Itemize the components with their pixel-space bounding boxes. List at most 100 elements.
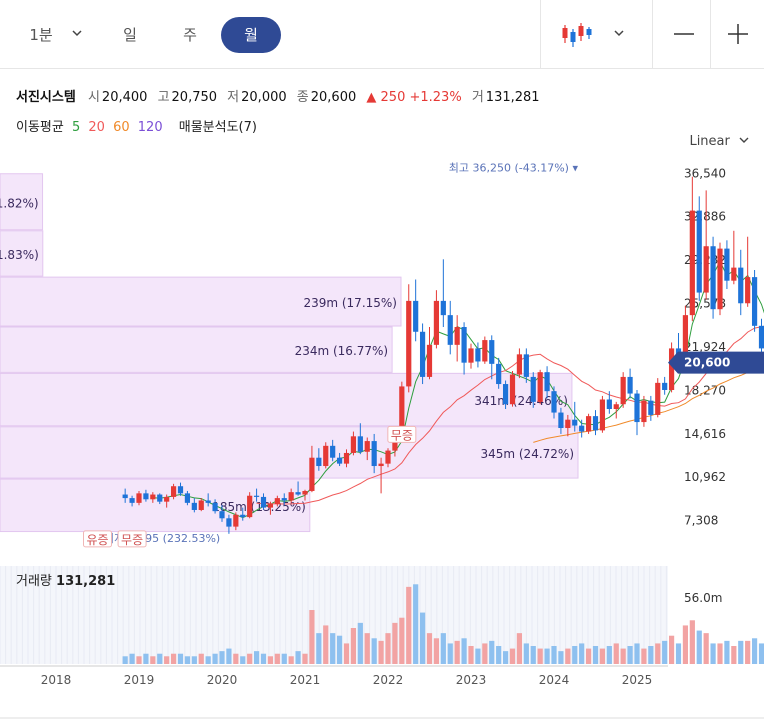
volume-bar (406, 586, 412, 664)
timeframe-week-button[interactable]: 주 (168, 17, 212, 53)
y-tick-label: 10,962 (684, 470, 726, 484)
timeframe-month-button[interactable]: 월 (221, 17, 281, 53)
volume-bar (164, 656, 170, 664)
candle-body (592, 416, 599, 431)
volume-bar (143, 653, 149, 664)
timeframe-week-label: 주 (183, 26, 197, 44)
candle-body (302, 490, 308, 495)
volume-bar (419, 612, 426, 664)
volume-bar (509, 648, 516, 664)
candle-body (309, 457, 315, 491)
timeframe-1min-button[interactable]: 1분 (16, 17, 66, 53)
volume-profile-label: 345m (24.72%) (480, 447, 574, 461)
toolbar-divider (540, 0, 541, 68)
chart-type-chevron-icon[interactable] (612, 24, 626, 44)
candle-body (267, 504, 274, 508)
volume-bar (544, 648, 550, 664)
volume-profile-bar (0, 173, 44, 231)
volume-bar (682, 625, 689, 664)
volume-bar (489, 640, 495, 664)
timeframe-day-button[interactable]: 일 (108, 17, 152, 53)
volume-bar (620, 648, 626, 664)
candle-body (247, 495, 253, 518)
volume-bar (440, 633, 446, 664)
volume-bar (530, 646, 536, 664)
ma-20-label: 20 (88, 120, 105, 135)
volume-bar (717, 643, 723, 664)
volume-bar (738, 640, 744, 664)
volume-bar (662, 640, 668, 664)
low-value: 20,000 (241, 90, 287, 105)
volume-profile-label: 25.3m (1.82%) (0, 196, 39, 210)
volume-bar (191, 656, 197, 664)
candle-body (419, 331, 426, 377)
volume-profile-bar (0, 276, 402, 327)
candle-body (648, 400, 654, 415)
volume-profile-bar (0, 478, 311, 533)
volume-bar (302, 653, 308, 664)
candle-body (233, 514, 239, 527)
candle-body (288, 492, 294, 501)
candle-body (537, 372, 543, 402)
candle-body (357, 436, 363, 452)
volume-profile-label: 234m (16.77%) (295, 344, 389, 358)
volume-panel-header: 거래량 131,281 (16, 570, 115, 589)
candle-body (385, 450, 391, 464)
timeframe-day-label: 일 (123, 26, 137, 44)
candle-body (745, 277, 751, 304)
volume-bar (281, 653, 287, 664)
volume-bar (177, 653, 184, 664)
candle-body (281, 498, 287, 501)
chart-toolbar: 1분 일 주 월 (0, 0, 764, 69)
candle-body (143, 493, 149, 500)
close-label: 종 (296, 90, 309, 105)
volume-bar (482, 643, 488, 664)
candle-body (184, 493, 191, 503)
candle-body (565, 419, 571, 429)
volume-bar (378, 640, 384, 664)
candle-body (164, 496, 170, 502)
volume-bar (343, 643, 350, 664)
volume-bar (413, 584, 419, 664)
candle-body (710, 246, 716, 310)
volume-profile-bar (0, 372, 573, 427)
candle-body (433, 300, 440, 345)
volume-bar (551, 646, 557, 664)
volume-profile-bar (0, 326, 393, 373)
volume-bar (461, 638, 467, 664)
volume-bar (371, 638, 377, 664)
zoom-in-icon[interactable] (726, 17, 750, 51)
volume-bar (350, 628, 357, 664)
candle-body (731, 267, 737, 281)
event-marker-label: 무증 (391, 428, 413, 442)
high-label: 고 (157, 90, 170, 105)
candle-body (502, 384, 509, 405)
candle-body (530, 376, 536, 402)
moving-average-legend[interactable]: 이동평균 5 20 60 120 매물분석도(7) (16, 116, 261, 135)
current-price-label: 20,600 (684, 356, 730, 370)
volume-bar (295, 651, 301, 664)
y-tick-label: 36,540 (684, 166, 726, 180)
quote-summary: 서진시스템 시 20,400 고 20,750 저 20,000 종 20,600 ▲ … (16, 86, 546, 105)
volume-bar (129, 653, 135, 664)
candle-body (399, 386, 405, 439)
volume-bar (537, 648, 543, 664)
change-pct: +1.23% (409, 90, 462, 105)
candle-body (177, 486, 184, 494)
chevron-down-icon[interactable] (70, 24, 84, 44)
change-value: ▲ 250 (366, 90, 406, 105)
candle-body (406, 300, 412, 387)
candle-body (240, 514, 246, 518)
volume-bar (599, 648, 606, 664)
scale-selector[interactable]: Linear (689, 134, 750, 149)
zoom-out-icon[interactable] (672, 17, 696, 51)
volume-bar (724, 640, 730, 664)
volume-bar (516, 633, 523, 664)
candle-body (482, 340, 488, 362)
volume-bar (233, 653, 239, 664)
candle-body (717, 248, 723, 310)
candlestick-icon[interactable] (560, 17, 592, 51)
candle-body (668, 348, 675, 390)
candle-body (751, 277, 758, 326)
